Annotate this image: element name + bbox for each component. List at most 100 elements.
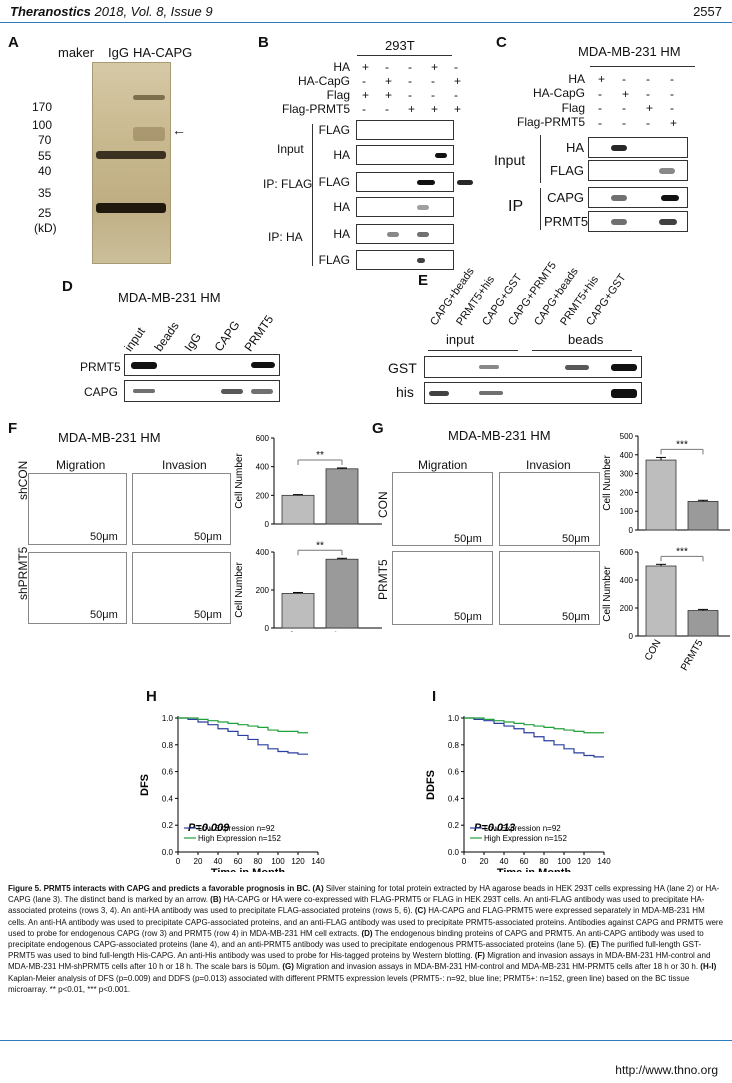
- blot-band: [251, 362, 275, 368]
- x-tick-label: 100: [271, 857, 285, 866]
- significance-label: ***: [676, 546, 688, 557]
- caption-ref: (H-I): [700, 962, 717, 972]
- blot-band: [611, 389, 637, 398]
- y-tick-label: 400: [256, 548, 270, 557]
- panel-b-label: B: [258, 34, 269, 51]
- x-tick-label: 80: [540, 857, 549, 866]
- y-tick-label: 400: [256, 463, 270, 472]
- marker-40: 40: [38, 164, 52, 178]
- footer-url[interactable]: http://www.thno.org: [615, 1063, 718, 1077]
- microscopy-image: [28, 552, 127, 624]
- blot-label: FLAG: [550, 163, 584, 178]
- x-tick-label: 60: [234, 857, 243, 866]
- significance-label: **: [316, 540, 324, 551]
- row-label: Flag-PRMT5: [516, 115, 585, 129]
- blot-label: HA: [333, 148, 350, 162]
- marker-55: 55: [38, 149, 52, 163]
- blot-band: [659, 219, 677, 225]
- group-input: Input: [494, 152, 526, 168]
- blot-label: HA: [333, 227, 350, 241]
- divider: [540, 188, 541, 230]
- y-tick-label: 0: [265, 520, 270, 529]
- y-axis-label: Cell Number: [602, 566, 613, 622]
- p-value: P=0.013: [474, 822, 515, 834]
- blot-label-his: his: [396, 384, 414, 400]
- microscopy-image: [499, 472, 600, 546]
- caption-text: Kaplan-Meier analysis of DFS (p=0.009) a…: [8, 973, 690, 994]
- row-label: HA: [333, 60, 350, 74]
- microscopy-image: [392, 551, 493, 625]
- y-tick-label: 200: [620, 488, 634, 497]
- blot-band: [435, 153, 447, 158]
- blot-band: [457, 180, 473, 185]
- divider: [428, 350, 518, 351]
- blot-band: [221, 389, 243, 394]
- panel-g-cell-line: MDA-MB-231 HM: [448, 428, 551, 443]
- panel-d-label: D: [62, 278, 73, 295]
- sign-mark: +: [362, 88, 370, 102]
- sign-mark: +: [646, 101, 654, 115]
- divider: [312, 124, 313, 266]
- marker-70: 70: [38, 133, 52, 147]
- y-tick-label: 0.6: [162, 768, 174, 777]
- legend-label: Low Expression n=92: [198, 824, 275, 833]
- group-beads: beads: [568, 332, 604, 347]
- panel-c-label: C: [496, 34, 507, 51]
- lane-label: input: [121, 324, 148, 354]
- row-label: HA-CapG: [297, 74, 350, 88]
- sign-mark: -: [598, 86, 602, 101]
- y-tick-label: 0.0: [162, 848, 174, 857]
- row-label: CON: [376, 491, 390, 518]
- sign-mark: -: [646, 86, 650, 101]
- group-ip: IP: [508, 198, 524, 215]
- caption-ref: (A): [312, 884, 324, 893]
- caption-text: HA-CAPG and FLAG-PRMT5 were expressed se…: [8, 906, 724, 938]
- y-axis-label: Cell Number: [234, 453, 245, 509]
- blot-band: [417, 232, 429, 237]
- blot-band: [417, 258, 425, 263]
- journal-name: Theranostics: [10, 4, 91, 19]
- series-line: [178, 717, 308, 755]
- caption-text: The purified full-length GST-PRMT5 was u…: [8, 940, 702, 961]
- row-label: PRMT5: [376, 559, 390, 600]
- significance-label: **: [316, 450, 324, 461]
- y-tick-label: 0.2: [162, 821, 174, 830]
- western-blot: [124, 354, 280, 376]
- sign-mark: -: [385, 60, 389, 74]
- blot-band: [417, 180, 435, 185]
- western-blot: [356, 197, 454, 217]
- scale-bar: 50μm: [454, 611, 482, 623]
- y-axis-label: Cell Number: [234, 562, 245, 618]
- bar: [645, 565, 677, 637]
- blot-band: [133, 389, 155, 393]
- col-migration: Migration: [56, 458, 106, 472]
- panel-d-cell-line: MDA-MB-231 HM: [118, 290, 221, 305]
- y-tick-label: 600: [256, 434, 270, 443]
- journal-issue: 2018, Vol. 8, Issue 9: [90, 4, 213, 19]
- group-ip-ha: IP: HA: [268, 230, 303, 244]
- y-tick-label: 1.0: [448, 714, 460, 723]
- sign-mark: -: [408, 60, 412, 74]
- y-tick-label: 0.4: [448, 794, 460, 803]
- legend-label: High Expression n=152: [198, 834, 281, 843]
- sign-mark: -: [670, 72, 674, 86]
- microscopy-image: [28, 473, 127, 545]
- sign-mark: +: [454, 102, 462, 116]
- sign-mark: +: [622, 86, 630, 101]
- divider: [590, 66, 695, 67]
- scale-bar: 50μm: [562, 533, 590, 545]
- blot-label: HA: [565, 140, 584, 155]
- blot-band: [479, 365, 499, 369]
- scale-bar: 50μm: [194, 531, 222, 543]
- lane-label-maker: maker: [58, 45, 95, 60]
- blot-label: PRMT5: [544, 214, 589, 229]
- arrow-icon: ←: [172, 122, 186, 138]
- x-tick-label: 40: [214, 857, 223, 866]
- y-tick-label: 400: [620, 451, 634, 460]
- y-tick-label: 400: [620, 576, 634, 585]
- western-blot: [588, 187, 688, 208]
- significance-label: ***: [676, 439, 688, 450]
- caption-text: Migration and invasion assays in MDA-BM-…: [8, 951, 711, 972]
- panel-f-cell-line: MDA-MB-231 HM: [58, 430, 161, 445]
- blot-band: [131, 362, 157, 369]
